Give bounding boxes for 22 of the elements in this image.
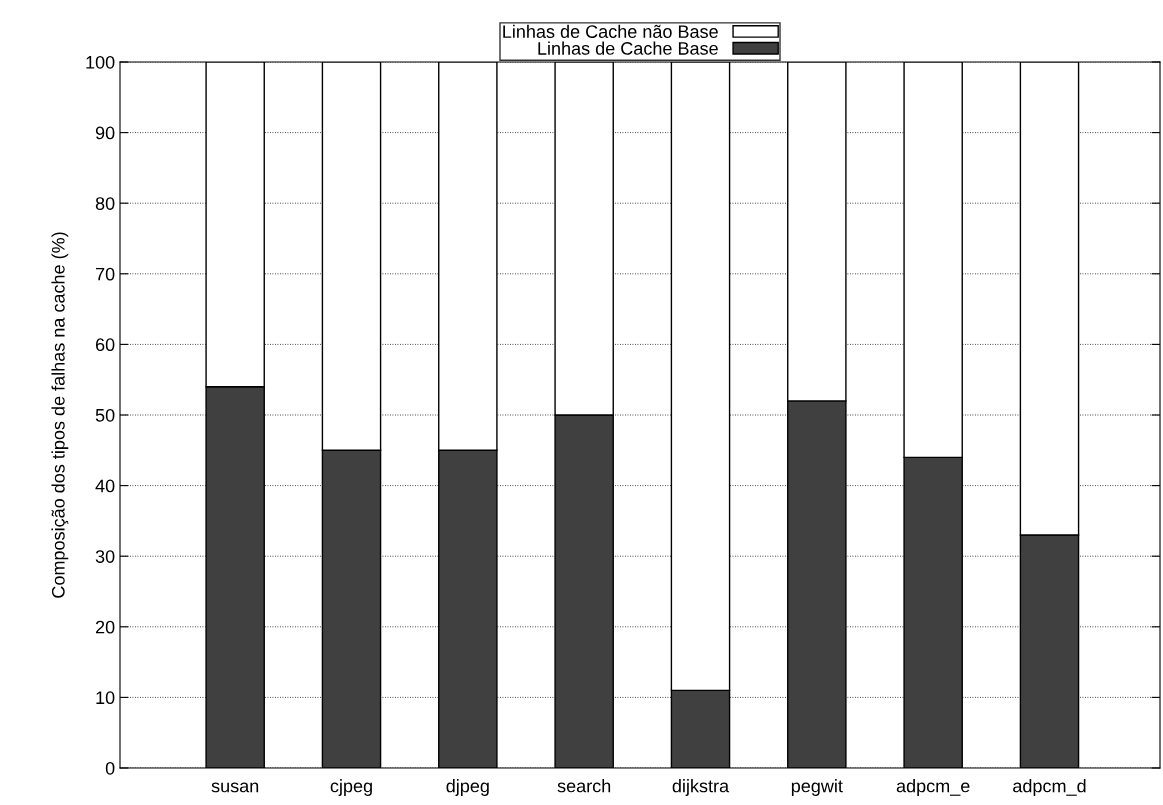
y-tick-label: 40: [95, 479, 115, 493]
x-tick-label: djpeg: [446, 779, 489, 796]
y-tick-label: 30: [95, 550, 115, 563]
y-tick-label: 20: [95, 620, 115, 634]
y-tick-label: 50: [95, 408, 115, 422]
x-tick-label: dijkstra: [672, 779, 730, 796]
y-tick-label: 80: [95, 197, 115, 210]
legend-label: Linhas de Cache Base: [538, 41, 718, 55]
y-tick-label: 10: [96, 691, 115, 705]
x-tick-label: search: [557, 779, 611, 793]
y-axis-title: Composição dos tipos de falhas na cache (%): [51, 232, 69, 598]
y-tick-label: 70: [95, 267, 115, 281]
legend-label: Linhas de Cache não Base: [503, 24, 718, 38]
x-tick-label: pegwit: [791, 779, 843, 796]
x-tick-label: adpcm_d: [1013, 779, 1086, 796]
y-tick-label: 90: [95, 126, 115, 140]
x-tick-label: susan: [211, 782, 259, 793]
x-tick-label: adpcm_e: [896, 779, 970, 796]
x-tick-label: cjpeg: [330, 779, 372, 796]
y-tick-label: 100: [86, 55, 115, 69]
y-tick-label: 0: [105, 761, 115, 775]
y-tick-label: 60: [95, 338, 115, 352]
